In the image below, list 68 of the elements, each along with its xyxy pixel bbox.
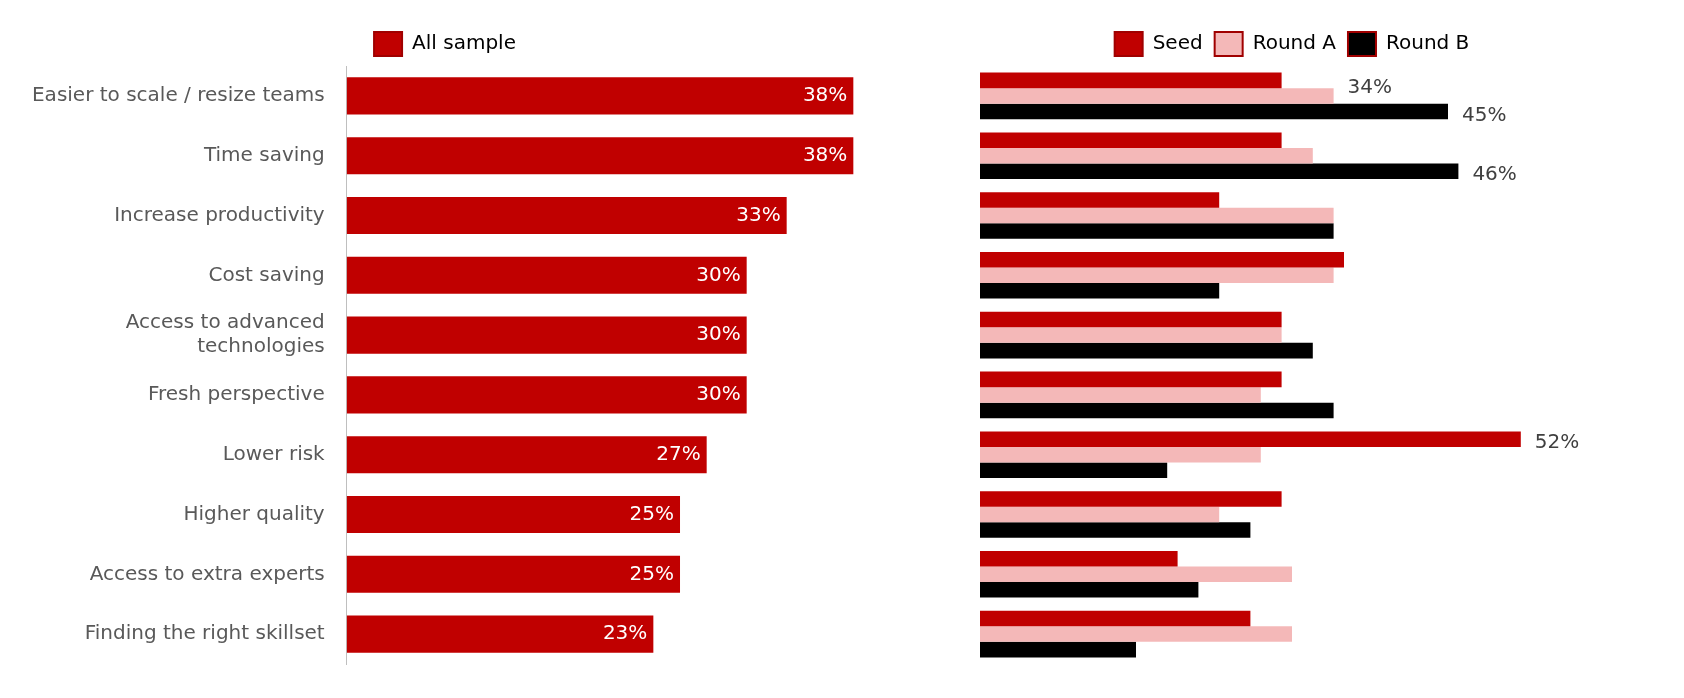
bar: [980, 371, 1282, 388]
bar: [980, 582, 1199, 598]
bar: [980, 550, 1178, 567]
bar: [980, 446, 1261, 463]
bar: [980, 641, 1136, 658]
bar: [346, 555, 681, 593]
bar: [980, 566, 1292, 583]
bar: [980, 267, 1334, 284]
bar: [980, 251, 1344, 268]
data-label: 30%: [696, 321, 741, 346]
y-tick-label: Increase productivity: [114, 201, 325, 226]
bar: [980, 88, 1334, 104]
data-label: 46%: [1472, 161, 1517, 186]
bar: [980, 223, 1334, 239]
bar: [346, 615, 654, 653]
y-tick-label: Time saving: [202, 141, 325, 166]
data-label: 45%: [1462, 101, 1507, 126]
data-label: 33%: [736, 201, 781, 226]
bar: [346, 436, 707, 474]
y-tick-label: Finding the right skillset: [84, 620, 325, 645]
bar: [980, 506, 1220, 523]
bar: [980, 462, 1168, 479]
bar: [346, 256, 747, 294]
data-label: 38%: [802, 141, 848, 166]
data-label: 27%: [656, 440, 701, 465]
bar: [346, 196, 787, 235]
bar: [980, 311, 1282, 328]
y-tick-label: Easier to scale / resize teams: [31, 82, 325, 107]
bar: [980, 103, 1448, 120]
bar: [980, 327, 1282, 343]
data-label: 30%: [696, 261, 741, 286]
bar: [980, 163, 1459, 180]
y-tick-label: Higher quality: [183, 500, 325, 525]
data-label: 34%: [1347, 74, 1393, 99]
bar: [980, 626, 1292, 642]
y-tick-label: Fresh perspective: [147, 381, 325, 406]
data-label: 52%: [1534, 429, 1580, 454]
bar: [980, 522, 1251, 538]
data-label: 25%: [629, 560, 675, 585]
bar: [346, 316, 747, 354]
bar: [980, 207, 1334, 224]
data-label: 30%: [696, 381, 741, 406]
y-tick-label: Access to advanced technologies: [125, 309, 325, 358]
legend-label: Seed: [1152, 30, 1203, 55]
bar: [980, 147, 1313, 164]
legend-label: Round A: [1252, 30, 1337, 55]
legend-label: All sample: [412, 30, 516, 55]
bar: [346, 137, 854, 175]
legend-label: Round B: [1385, 30, 1470, 55]
bar: [980, 283, 1220, 299]
bar: [980, 402, 1334, 419]
bar: [980, 132, 1282, 148]
y-tick-label: Access to extra experts: [89, 560, 325, 585]
bar: [346, 77, 854, 115]
bar: [980, 342, 1313, 359]
y-tick-label: Cost saving: [208, 261, 325, 286]
bar: [346, 495, 681, 534]
y-tick-label: Lower risk: [222, 440, 326, 465]
bar: [980, 72, 1282, 89]
bar: [980, 387, 1261, 403]
data-label: 23%: [602, 620, 648, 645]
data-label: 25%: [629, 500, 675, 525]
data-label: 38%: [802, 82, 848, 107]
bar: [980, 192, 1220, 208]
bar: [980, 610, 1251, 627]
bar: [346, 376, 747, 414]
bar: [980, 431, 1521, 447]
bar: [980, 491, 1282, 507]
